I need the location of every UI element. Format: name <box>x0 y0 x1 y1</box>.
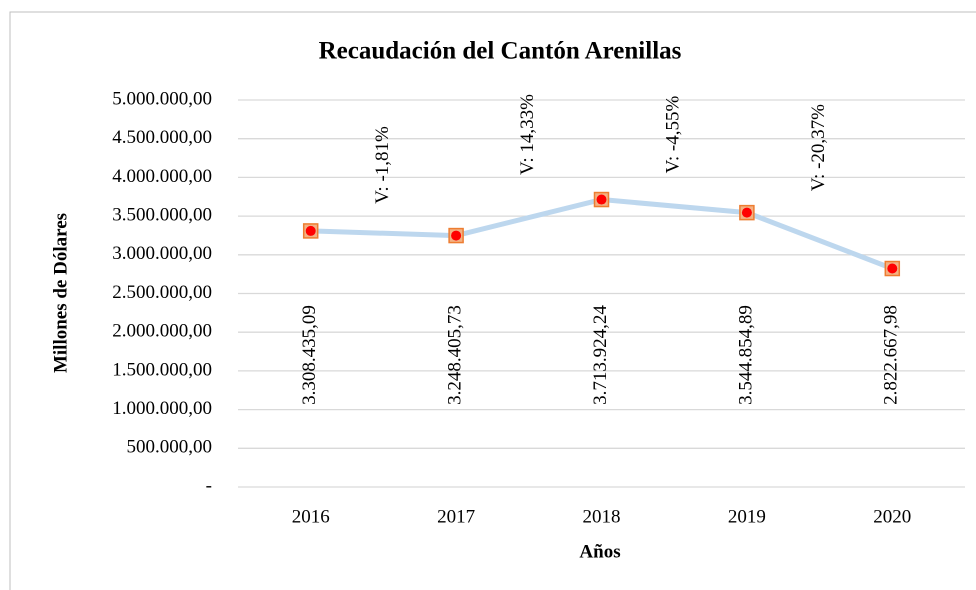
change-annotation: V: 14,33% <box>517 94 538 175</box>
data-point <box>884 260 901 277</box>
y-tick-label: 2.500.000,00 <box>112 282 212 303</box>
y-tick-label: 4.500.000,00 <box>112 127 212 148</box>
marker-dot <box>887 263 898 274</box>
y-tick-label: 1.500.000,00 <box>112 359 212 380</box>
y-tick-label: 500.000,00 <box>127 437 213 458</box>
data-label: 3.544.854,89 <box>735 305 756 405</box>
data-point <box>302 223 319 239</box>
x-tick-label: 2019 <box>728 506 766 527</box>
x-axis-title: Años <box>579 541 620 562</box>
change-annotation: V: -4,55% <box>663 96 684 174</box>
y-tick-label: 3.000.000,00 <box>112 243 212 264</box>
data-point <box>739 204 755 221</box>
x-tick-label: 2016 <box>292 506 330 527</box>
chart-border <box>9 11 976 590</box>
x-tick-label: 2020 <box>873 506 911 527</box>
data-label: 3.248.405,73 <box>444 305 465 405</box>
y-tick-label: - <box>206 475 212 496</box>
data-point <box>593 191 610 208</box>
series-line <box>308 197 895 272</box>
y-tick-label: 5.000.000,00 <box>112 88 212 109</box>
y-tick-label: 4.000.000,00 <box>112 166 212 187</box>
data-label: 2.822.667,98 <box>881 305 902 405</box>
data-label: 3.713.924,24 <box>590 305 611 405</box>
y-tick-label: 1.000.000,00 <box>112 398 212 419</box>
x-tick-label: 2017 <box>437 506 475 527</box>
y-tick-label: 3.500.000,00 <box>112 204 212 225</box>
marker-dot <box>305 225 316 236</box>
change-annotation: V: -20,37% <box>808 104 829 191</box>
marker-dot <box>596 194 607 205</box>
change-annotation: V: -1,81% <box>372 126 393 204</box>
marker-dot <box>741 207 752 218</box>
y-tick-label: 2.000.000,00 <box>112 321 212 342</box>
y-axis-title: Millones de Dólares <box>50 213 71 373</box>
data-point <box>448 227 464 244</box>
data-label: 3.308.435,09 <box>299 305 320 405</box>
marker-dot <box>451 230 462 241</box>
chart-title: Recaudación del Cantón Arenillas <box>319 38 682 65</box>
x-tick-label: 2018 <box>583 506 621 527</box>
